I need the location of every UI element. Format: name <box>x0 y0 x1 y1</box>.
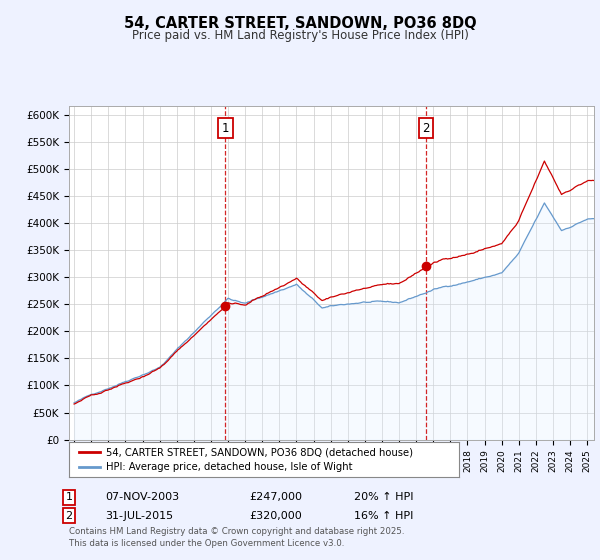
Text: 16% ↑ HPI: 16% ↑ HPI <box>354 511 413 521</box>
Text: 2: 2 <box>65 511 73 521</box>
Text: 07-NOV-2003: 07-NOV-2003 <box>105 492 179 502</box>
Text: 54, CARTER STREET, SANDOWN, PO36 8DQ: 54, CARTER STREET, SANDOWN, PO36 8DQ <box>124 16 476 31</box>
Text: 2: 2 <box>422 122 430 134</box>
Text: Price paid vs. HM Land Registry's House Price Index (HPI): Price paid vs. HM Land Registry's House … <box>131 29 469 43</box>
Text: £320,000: £320,000 <box>249 511 302 521</box>
Text: 31-JUL-2015: 31-JUL-2015 <box>105 511 173 521</box>
Text: Contains HM Land Registry data © Crown copyright and database right 2025.
This d: Contains HM Land Registry data © Crown c… <box>69 527 404 548</box>
Text: 1: 1 <box>65 492 73 502</box>
Text: 20% ↑ HPI: 20% ↑ HPI <box>354 492 413 502</box>
Text: HPI: Average price, detached house, Isle of Wight: HPI: Average price, detached house, Isle… <box>106 463 353 473</box>
Text: £247,000: £247,000 <box>249 492 302 502</box>
Text: 54, CARTER STREET, SANDOWN, PO36 8DQ (detached house): 54, CARTER STREET, SANDOWN, PO36 8DQ (de… <box>106 447 413 457</box>
Text: 1: 1 <box>222 122 229 134</box>
